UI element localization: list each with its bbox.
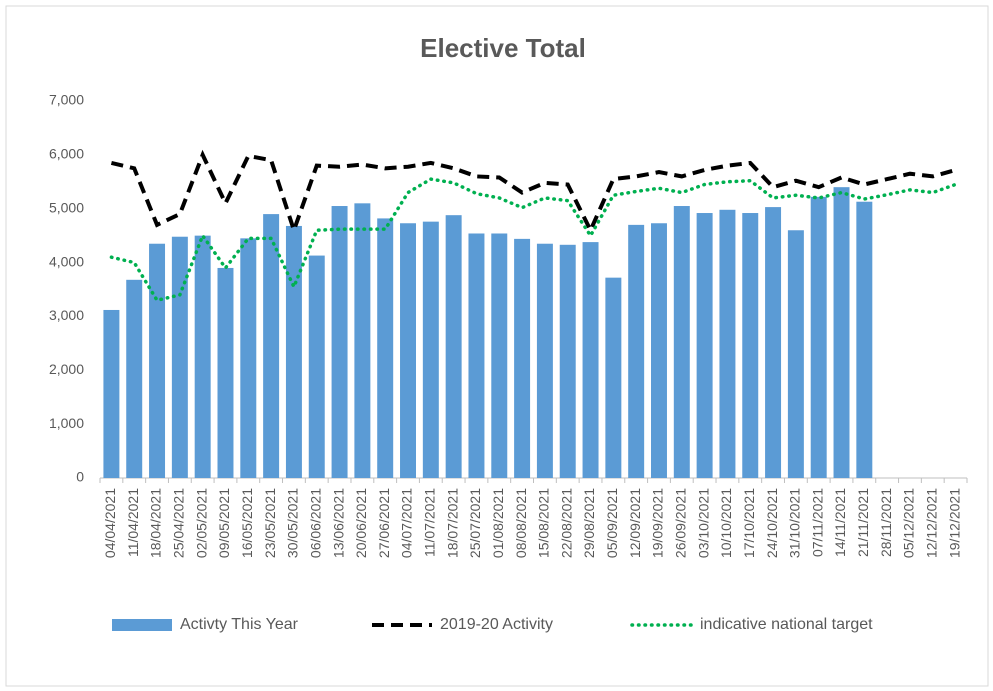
bar	[673, 206, 690, 478]
bar	[468, 233, 485, 478]
x-tick-label: 11/04/2021	[125, 488, 141, 557]
bar	[651, 223, 667, 478]
x-tick-label: 27/06/2021	[376, 488, 392, 558]
x-tick-label: 19/09/2021	[650, 488, 666, 558]
bar	[263, 214, 280, 478]
legend-label: 2019-20 Activity	[440, 616, 553, 633]
bar	[810, 196, 827, 478]
bar	[536, 243, 553, 478]
bar	[491, 233, 508, 478]
x-tick-label: 07/11/2021	[809, 488, 825, 557]
y-tick-label: 2,000	[49, 361, 84, 377]
x-tick-label: 04/04/2021	[102, 488, 118, 558]
legend-label: indicative national target	[700, 616, 873, 633]
bar	[149, 243, 166, 478]
bar	[240, 238, 257, 478]
bar	[400, 223, 416, 478]
bar	[422, 221, 439, 478]
x-tick-label: 11/07/2021	[422, 488, 438, 557]
x-tick-label: 26/09/2021	[673, 488, 689, 558]
x-tick-label: 09/05/2021	[216, 488, 232, 558]
x-tick-label: 30/05/2021	[285, 488, 301, 558]
y-tick-label: 1,000	[49, 415, 84, 431]
bar	[354, 203, 371, 479]
bar	[742, 213, 759, 478]
x-tick-label: 03/10/2021	[695, 488, 711, 558]
bar	[308, 255, 325, 478]
bar	[514, 238, 531, 478]
bar	[377, 218, 394, 478]
legend-swatch	[112, 619, 172, 631]
x-tick-label: 25/04/2021	[171, 488, 187, 558]
x-tick-label: 19/12/2021	[946, 488, 962, 558]
x-tick-label: 13/06/2021	[330, 488, 346, 558]
x-tick-label: 31/10/2021	[787, 488, 803, 558]
y-tick-label: 7,000	[49, 92, 84, 108]
x-tick-label: 20/06/2021	[353, 488, 369, 558]
x-tick-label: 08/08/2021	[513, 488, 529, 558]
bar	[126, 279, 143, 478]
y-tick-label: 5,000	[49, 199, 84, 215]
x-tick-label: 21/11/2021	[855, 488, 871, 557]
x-tick-label: 01/08/2021	[490, 488, 506, 558]
bar	[696, 213, 713, 478]
x-tick-label: 14/11/2021	[832, 488, 848, 557]
bar	[331, 206, 348, 478]
x-tick-label: 16/05/2021	[239, 488, 255, 558]
x-tick-label: 12/09/2021	[627, 488, 643, 558]
bar	[719, 209, 736, 478]
x-tick-label: 06/06/2021	[307, 488, 323, 558]
chart-title: Elective Total	[420, 33, 586, 63]
line	[110, 149, 957, 237]
y-tick-label: 4,000	[49, 253, 84, 269]
bar	[445, 215, 462, 479]
bar	[765, 207, 782, 478]
x-tick-label: 28/11/2021	[878, 488, 894, 557]
x-tick-label: 18/07/2021	[444, 488, 460, 558]
bar	[103, 309, 120, 478]
y-tick-label: 0	[76, 469, 84, 485]
line	[109, 177, 958, 303]
x-tick-label: 23/05/2021	[262, 488, 278, 558]
bar	[628, 224, 645, 478]
x-tick-label: 17/10/2021	[741, 488, 757, 558]
bar	[787, 230, 804, 478]
bar	[171, 236, 188, 478]
x-tick-label: 12/12/2021	[923, 488, 939, 558]
x-tick-label: 02/05/2021	[193, 488, 209, 558]
x-tick-label: 18/04/2021	[148, 488, 164, 558]
bar	[582, 242, 599, 478]
bar	[833, 187, 850, 478]
y-tick-label: 3,000	[49, 307, 84, 323]
bar	[856, 201, 873, 478]
bar	[194, 235, 211, 478]
x-tick-label: 10/10/2021	[718, 488, 734, 558]
legend-label: Activty This Year	[180, 616, 299, 633]
bar	[285, 225, 302, 478]
x-tick-label: 05/09/2021	[604, 488, 620, 558]
x-tick-label: 04/07/2021	[399, 488, 415, 558]
x-tick-label: 05/12/2021	[901, 488, 917, 558]
x-tick-label: 24/10/2021	[764, 488, 780, 558]
bar	[559, 244, 576, 478]
bar	[217, 267, 234, 478]
x-tick-label: 22/08/2021	[558, 488, 574, 558]
x-tick-label: 15/08/2021	[536, 488, 552, 558]
x-tick-label: 29/08/2021	[581, 488, 597, 558]
x-tick-label: 25/07/2021	[467, 488, 483, 558]
y-tick-label: 6,000	[49, 146, 84, 162]
bar	[605, 277, 622, 478]
